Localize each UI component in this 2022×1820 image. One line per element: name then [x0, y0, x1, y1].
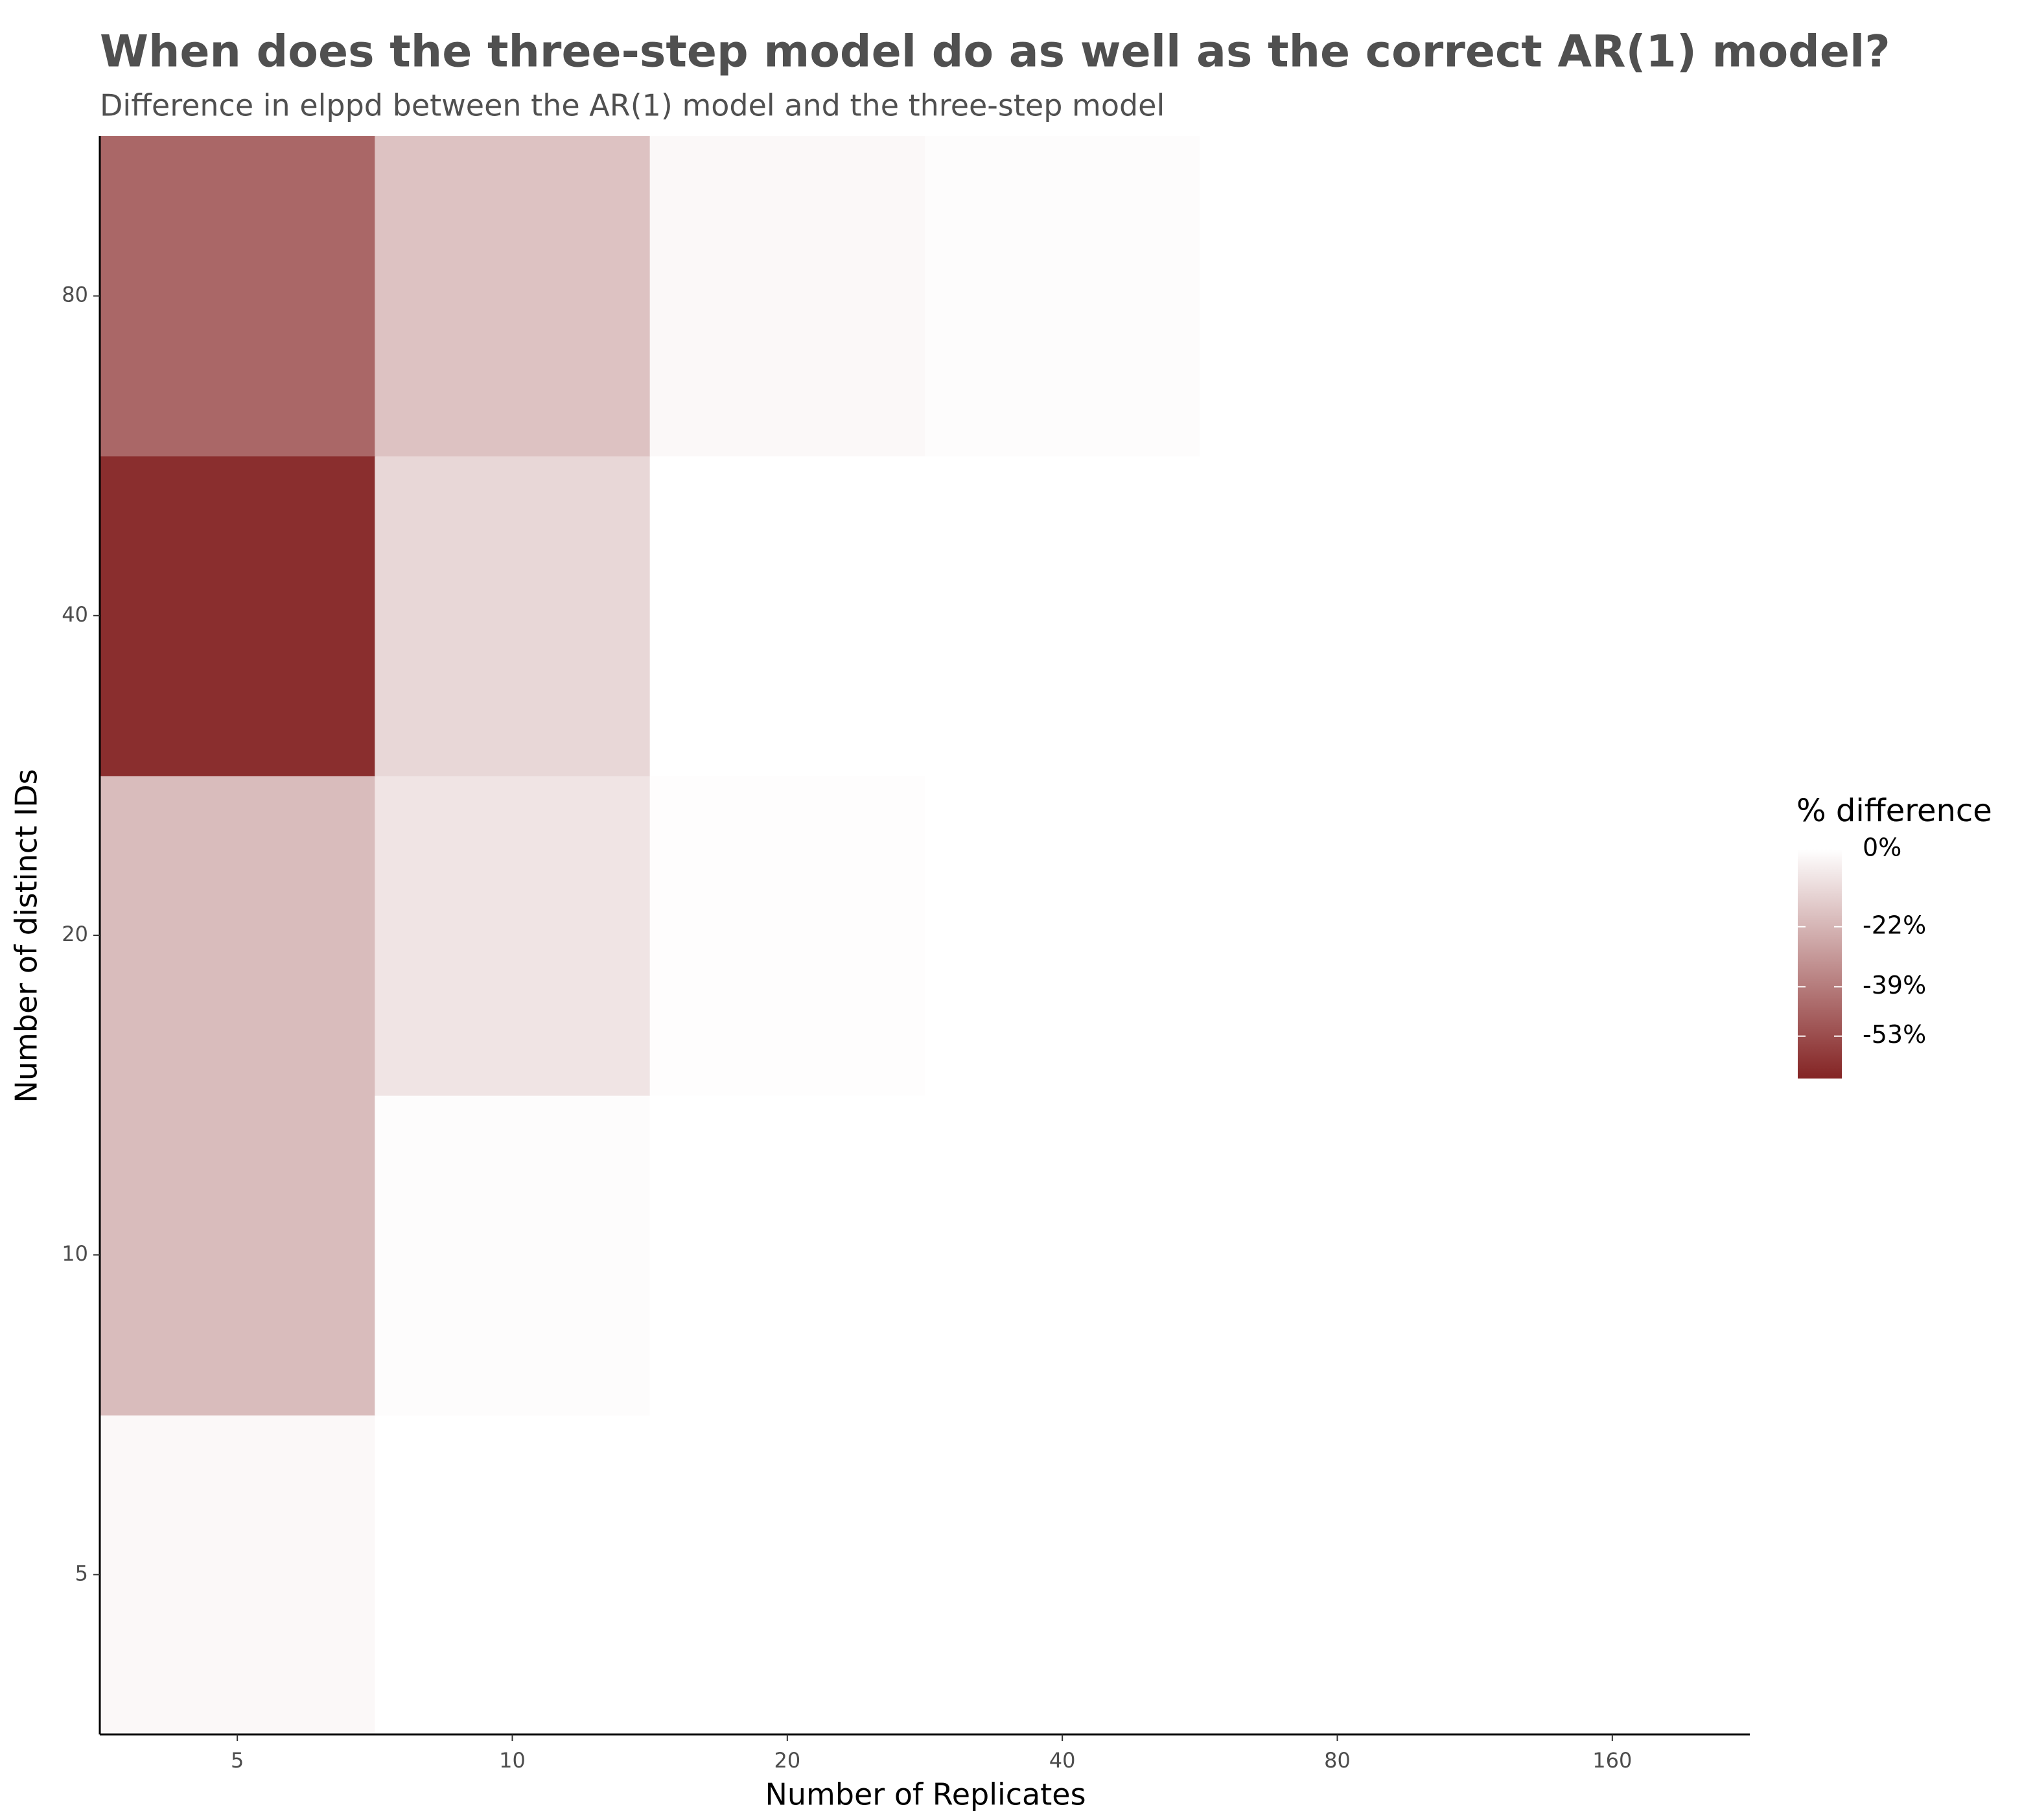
- chart-title: When does the three-step model do as wel…: [100, 27, 1890, 78]
- legend-tick-label: -39%: [1863, 971, 1926, 999]
- heat-cell: [925, 1414, 1201, 1735]
- y-tick-label: 5: [75, 1561, 88, 1585]
- heat-cell: [100, 1414, 376, 1735]
- heat-cell: [1474, 1414, 1750, 1735]
- heat-cell: [1200, 456, 1476, 776]
- heat-cell: [649, 136, 925, 457]
- heat-cell: [1200, 136, 1476, 457]
- x-tick-label: 10: [499, 1748, 526, 1773]
- heat-cell: [100, 456, 376, 776]
- y-axis-label: Number of distinct IDs: [9, 769, 44, 1102]
- x-tick-label: 40: [1049, 1748, 1076, 1773]
- heat-cell: [1474, 456, 1750, 776]
- y-tick-label: 10: [62, 1241, 88, 1266]
- heat-cell: [375, 775, 651, 1096]
- x-tick-label: 5: [231, 1748, 244, 1773]
- heat-cell: [649, 456, 925, 776]
- heat-cell: [1200, 775, 1476, 1096]
- heat-cell: [925, 775, 1201, 1096]
- x-tick-label: 160: [1592, 1748, 1632, 1773]
- heat-cell: [649, 1095, 925, 1416]
- heat-cell: [1474, 1095, 1750, 1416]
- y-tick-label: 20: [62, 922, 88, 946]
- heat-cell: [925, 1095, 1201, 1416]
- legend-tick-label: -53%: [1863, 1020, 1926, 1049]
- legend-title: % difference: [1796, 793, 1992, 829]
- heat-cell: [375, 136, 651, 457]
- heat-cell: [1200, 1414, 1476, 1735]
- heat-cell: [100, 1095, 376, 1416]
- heat-cell: [100, 775, 376, 1096]
- heat-cell: [649, 775, 925, 1096]
- heat-cell: [375, 456, 651, 776]
- y-tick-label: 80: [62, 283, 88, 307]
- heat-cell: [925, 136, 1201, 457]
- legend-tick-label: 0%: [1863, 834, 1901, 862]
- x-tick-label: 80: [1324, 1748, 1351, 1773]
- chart-subtitle: Difference in elppd between the AR(1) mo…: [100, 88, 1165, 123]
- heat-cell: [1474, 136, 1750, 457]
- legend-tick-label: -22%: [1863, 911, 1926, 939]
- x-tick-label: 20: [774, 1748, 800, 1773]
- colorbar: [1798, 849, 1842, 1079]
- heat-cell: [1200, 1095, 1476, 1416]
- heat-cell: [649, 1414, 925, 1735]
- heat-cell: [375, 1414, 651, 1735]
- heat-cell: [925, 456, 1201, 776]
- y-tick-label: 40: [62, 602, 88, 627]
- heat-cell: [375, 1095, 651, 1416]
- heat-cell: [100, 136, 376, 457]
- heat-cell: [1474, 775, 1750, 1096]
- x-axis-label: Number of Replicates: [765, 1777, 1086, 1812]
